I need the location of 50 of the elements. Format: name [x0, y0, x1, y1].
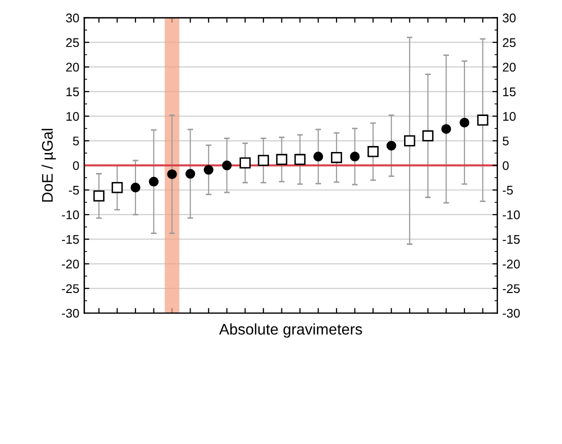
y2-tick-label: 30	[502, 14, 516, 22]
point	[313, 152, 324, 162]
point	[368, 146, 379, 158]
y-axis-title: DoE / µGal	[42, 128, 56, 202]
y-tick-label: 15	[66, 88, 79, 96]
y-tick-label: -5	[68, 186, 79, 195]
y2-tick-label: -15	[502, 235, 520, 244]
y2-tick-label: 0	[502, 161, 509, 170]
y2-tick-label: 25	[502, 38, 516, 48]
y-tick-label: -20	[62, 260, 79, 268]
point	[460, 118, 470, 128]
point	[93, 190, 104, 202]
point	[276, 154, 288, 166]
point	[204, 164, 214, 175]
point	[130, 182, 140, 192]
y2-tick-label: -10	[502, 210, 520, 220]
y2-tick-label: -25	[502, 284, 520, 294]
x-axis-title: Absolute gravimeters	[219, 323, 362, 338]
y2-tick-label: -30	[502, 308, 520, 318]
point	[404, 135, 416, 146]
point	[148, 176, 159, 186]
y-tick-label: 20	[66, 62, 79, 72]
point	[185, 168, 196, 179]
y-tick-label: 0	[72, 161, 79, 170]
point	[422, 130, 434, 142]
y2-tick-label: -20	[502, 260, 520, 268]
y2-tick-label: 10	[503, 112, 516, 121]
y2-tick-label: 20	[502, 62, 516, 72]
point	[294, 154, 306, 166]
y-tick-label: -25	[62, 284, 79, 294]
y-tick-label: 30	[66, 14, 79, 22]
point	[386, 140, 396, 151]
point	[477, 114, 488, 126]
y-tick-label: -15	[62, 235, 79, 244]
y-tick-label: 25	[66, 38, 79, 48]
point	[441, 124, 452, 134]
y2-tick-label: 5	[502, 136, 509, 146]
y-tick-label: 5	[72, 136, 79, 146]
y2-tick-label: 15	[503, 88, 516, 96]
point	[240, 157, 251, 168]
point	[112, 182, 123, 194]
point	[350, 152, 360, 162]
point	[330, 152, 342, 164]
point	[167, 169, 177, 180]
y-tick-label: -10	[62, 210, 79, 220]
y2-tick-label: -5	[502, 186, 513, 195]
y-tick-label: 10	[66, 112, 79, 121]
y-tick-label: -30	[62, 308, 79, 318]
point	[258, 154, 269, 166]
point	[222, 160, 232, 170]
